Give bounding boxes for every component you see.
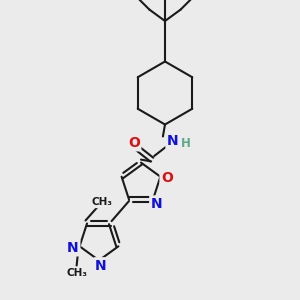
Text: H: H bbox=[181, 137, 191, 150]
Text: N: N bbox=[167, 134, 178, 148]
Text: CH₃: CH₃ bbox=[92, 197, 112, 207]
Text: N: N bbox=[67, 241, 79, 255]
Text: CH₃: CH₃ bbox=[66, 268, 87, 278]
Text: O: O bbox=[161, 171, 173, 185]
Text: N: N bbox=[95, 259, 106, 273]
Text: O: O bbox=[128, 136, 140, 150]
Text: N: N bbox=[151, 197, 162, 211]
